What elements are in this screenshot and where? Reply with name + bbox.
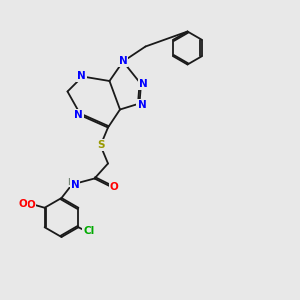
- Text: O: O: [26, 200, 35, 210]
- Text: Cl: Cl: [83, 226, 94, 236]
- Text: N: N: [74, 110, 83, 120]
- Text: H: H: [67, 178, 74, 187]
- Text: N: N: [137, 100, 146, 110]
- Text: N: N: [139, 79, 148, 89]
- Text: O: O: [18, 199, 27, 209]
- Text: N: N: [118, 56, 127, 66]
- Text: N: N: [77, 70, 86, 81]
- Text: O: O: [110, 182, 118, 193]
- Text: N: N: [70, 179, 80, 190]
- Text: S: S: [97, 140, 104, 150]
